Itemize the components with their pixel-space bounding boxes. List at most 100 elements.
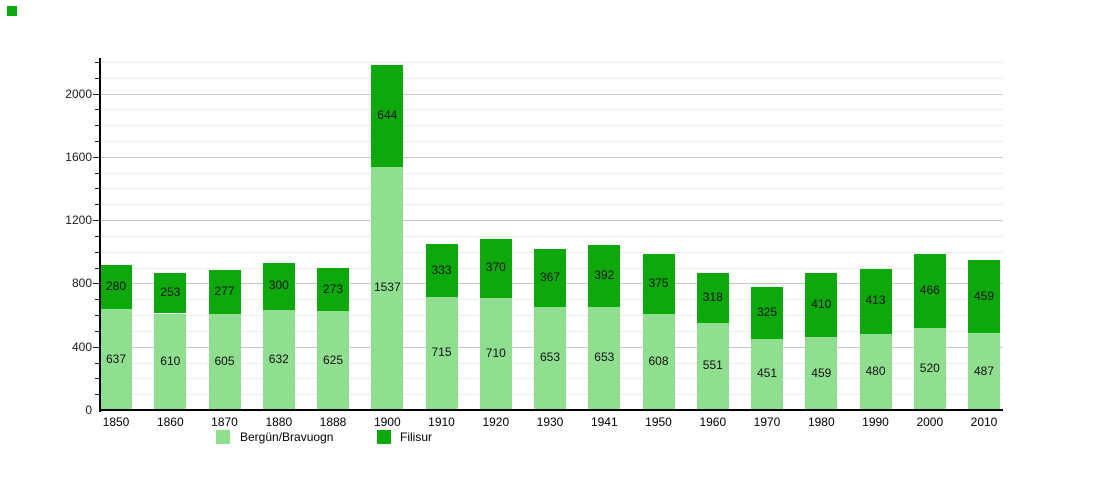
y-axis-tick xyxy=(95,61,100,63)
y-axis-tick xyxy=(95,299,100,301)
x-axis-label: 1941 xyxy=(590,415,618,429)
bar-segment-bergun-bravuogn xyxy=(425,296,458,410)
bar-segment-bergun-bravuogn xyxy=(262,310,295,410)
bar-value-label: 325 xyxy=(756,304,778,319)
bar-segment-filisur xyxy=(913,254,946,328)
legend-swatch-bergun-bravuogn xyxy=(216,430,230,444)
bar-value-label: 637 xyxy=(105,351,127,366)
y-axis-tick xyxy=(95,141,100,142)
bar-value-label: 632 xyxy=(268,352,289,366)
y-axis-tick xyxy=(93,283,100,285)
bar-segment-bergun-bravuogn xyxy=(751,338,783,410)
bar-value-label: 253 xyxy=(160,285,181,300)
y-axis-label: 2000 xyxy=(65,86,92,101)
x-axis-label: 1990 xyxy=(862,415,889,429)
bar-segment-bergun-bravuogn xyxy=(696,322,729,410)
y-axis-tick xyxy=(95,204,100,206)
bar-value-label: 644 xyxy=(377,107,398,122)
bar-segment-filisur xyxy=(534,248,566,307)
gridline-minor xyxy=(100,235,1003,237)
x-axis-line xyxy=(99,409,1003,411)
bar-segment-bergun-bravuogn xyxy=(642,313,675,410)
bar-segment-filisur xyxy=(154,273,187,314)
bar-segment-filisur xyxy=(588,244,621,307)
bar-segment-filisur xyxy=(642,254,675,314)
bar-value-label: 605 xyxy=(214,354,235,369)
bar-segment-filisur xyxy=(262,262,295,310)
bar-value-label: 451 xyxy=(756,366,778,381)
legend-label-filisur: Filisur xyxy=(400,430,432,444)
gridline-minor xyxy=(100,125,1003,127)
x-axis-label: 1980 xyxy=(807,415,835,429)
bar-value-label: 410 xyxy=(811,296,832,311)
y-axis-tick xyxy=(95,378,100,380)
x-axis-label: 1900 xyxy=(373,415,401,429)
x-axis-label: 1910 xyxy=(428,415,455,429)
bar-segment-bergun-bravuogn xyxy=(100,309,132,410)
bar-value-label: 413 xyxy=(865,293,886,308)
bar-segment-bergun-bravuogn xyxy=(588,306,621,410)
y-axis-tick xyxy=(95,330,100,332)
bar-value-label: 480 xyxy=(865,364,886,378)
bar-value-label: 392 xyxy=(594,267,615,282)
bar-value-label: 273 xyxy=(322,281,344,296)
bar-segment-filisur xyxy=(751,287,783,339)
legend-swatch-filisur xyxy=(377,430,391,444)
y-axis-label: 800 xyxy=(71,276,92,291)
bar-value-label: 625 xyxy=(322,352,344,367)
x-axis-label: 1888 xyxy=(319,415,347,429)
bar-segment-bergun-bravuogn xyxy=(154,313,187,410)
legend-label-bergun-bravuogn: Bergün/Bravuogn xyxy=(240,430,334,444)
bar-value-label: 277 xyxy=(214,284,235,299)
y-axis-tick xyxy=(95,125,100,127)
x-axis-label: 1930 xyxy=(536,415,564,429)
bar-value-label: 318 xyxy=(702,289,723,304)
gridline-minor xyxy=(100,141,1003,142)
bar-segment-bergun-bravuogn xyxy=(317,311,349,410)
y-axis-label: 400 xyxy=(71,339,92,354)
bar-value-label: 280 xyxy=(105,279,127,293)
y-axis-label: 0 xyxy=(85,403,92,417)
bar-value-label: 487 xyxy=(973,363,995,378)
corner-marker xyxy=(7,6,17,16)
y-axis-tick xyxy=(95,394,100,396)
bar-value-label: 459 xyxy=(811,365,832,380)
bar-segment-filisur xyxy=(208,270,241,315)
x-axis-label: 1850 xyxy=(102,415,130,429)
gridline-major xyxy=(100,93,1003,95)
bar-segment-bergun-bravuogn xyxy=(534,306,566,410)
bar-segment-filisur xyxy=(479,239,512,298)
y-axis-line xyxy=(99,58,101,412)
y-axis-tick xyxy=(93,93,100,95)
bar-value-label: 710 xyxy=(485,345,506,360)
x-axis-label: 1920 xyxy=(482,415,510,429)
bar-value-label: 370 xyxy=(485,260,506,275)
x-axis-label: 1960 xyxy=(699,415,727,429)
bar-segment-bergun-bravuogn xyxy=(479,297,512,410)
bar-segment-bergun-bravuogn xyxy=(805,337,838,410)
bar-value-label: 1537 xyxy=(373,280,401,295)
bar-segment-bergun-bravuogn xyxy=(968,332,1000,410)
gridline-major xyxy=(100,156,1003,158)
bar-value-label: 375 xyxy=(648,276,669,291)
x-axis-label: 1860 xyxy=(156,415,184,429)
y-axis-tick xyxy=(95,251,100,253)
y-axis-tick xyxy=(93,156,100,158)
bar-value-label: 551 xyxy=(702,358,723,373)
bar-value-label: 333 xyxy=(431,262,452,277)
bar-value-label: 300 xyxy=(268,278,289,293)
bar-segment-bergun-bravuogn xyxy=(208,314,241,410)
y-axis-tick xyxy=(95,188,100,190)
bar-segment-filisur xyxy=(100,264,132,310)
gridline-minor xyxy=(100,77,1003,79)
x-axis-label: 1880 xyxy=(265,415,293,429)
bar-segment-filisur xyxy=(805,272,838,338)
bar-value-label: 367 xyxy=(539,269,561,284)
bar-value-label: 466 xyxy=(919,282,940,297)
y-axis-tick xyxy=(95,235,100,237)
x-axis-label: 1970 xyxy=(753,415,781,429)
x-axis-label: 1870 xyxy=(211,415,238,429)
y-axis-tick xyxy=(93,220,100,222)
y-axis-tick xyxy=(95,77,100,79)
